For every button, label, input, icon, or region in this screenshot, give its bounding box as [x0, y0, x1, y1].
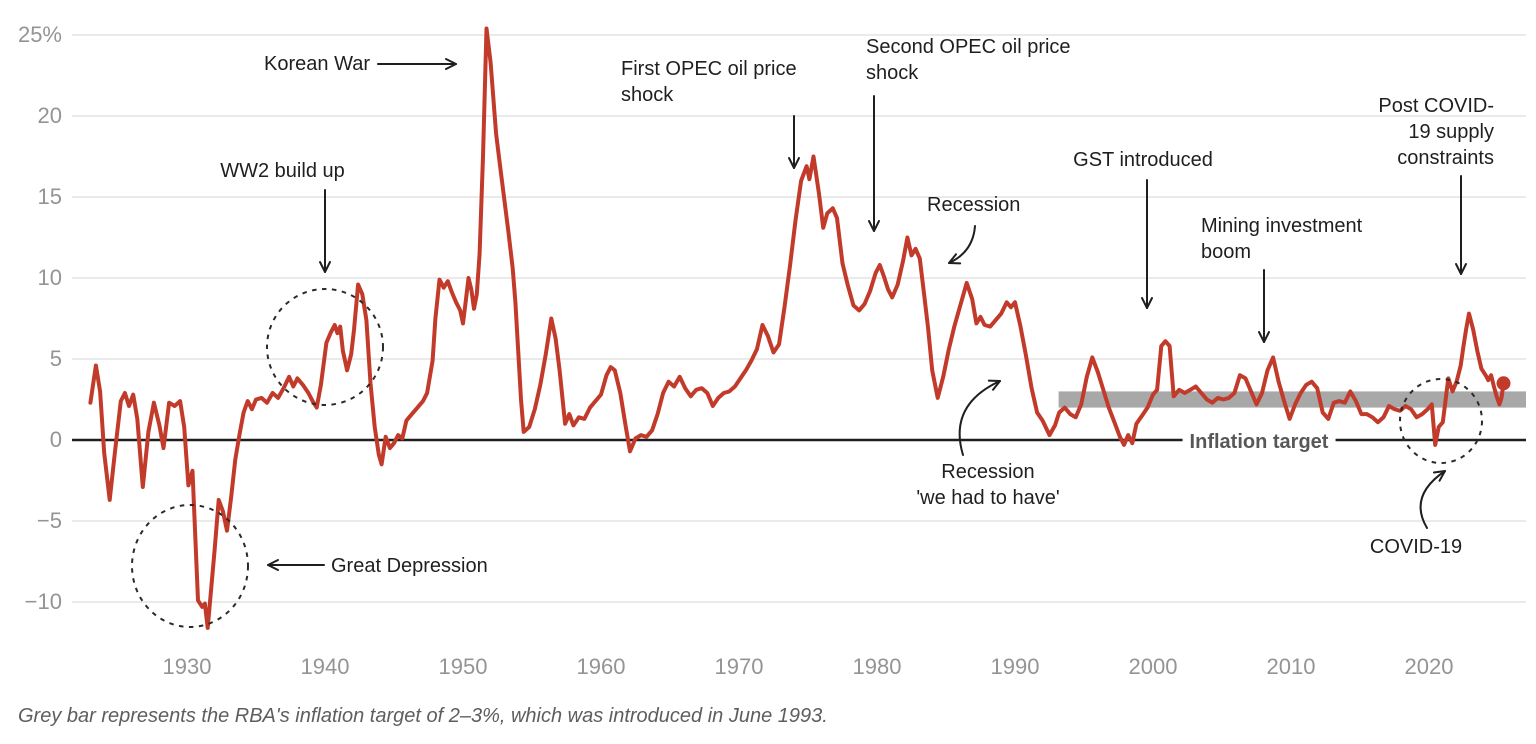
y-tick-label: 10 — [37, 265, 62, 290]
annotation-korean-war: Korean War — [264, 53, 370, 75]
x-tick-label: 2000 — [1128, 654, 1178, 679]
annotation-gst: GST introduced — [1073, 149, 1213, 171]
x-tick-label: 1990 — [990, 654, 1040, 679]
annotation-covid-19: COVID-19 — [1369, 536, 1463, 558]
inflation-target-band — [1058, 391, 1526, 408]
annotation-recession-1991: Recession 'we had to have' — [916, 461, 1060, 509]
x-tick-label: 1960 — [576, 654, 626, 679]
great-depression-circle — [131, 504, 249, 628]
y-tick-label: 20 — [37, 103, 62, 128]
y-tick-label: 15 — [37, 184, 62, 209]
annotation-post-covid: Post COVID- 19 supply constraints — [1378, 95, 1494, 169]
annotation-inflation-target: Inflation target — [1182, 429, 1336, 455]
annotation-great-depression: Great Depression — [331, 555, 488, 577]
annotation-recession-1982: Recession — [927, 194, 1021, 216]
recession-1982-arrow — [948, 225, 976, 265]
latest-value-dot — [1496, 376, 1511, 391]
x-tick-label: 1940 — [300, 654, 350, 679]
covid-circle — [1399, 378, 1483, 464]
x-tick-label: 1930 — [162, 654, 212, 679]
x-tick-label: 1950 — [438, 654, 488, 679]
annotation-second-opec: Second OPEC oil price shock — [866, 36, 1071, 84]
covid-19-arrow — [1419, 470, 1446, 529]
inflation-line — [88, 26, 1506, 630]
x-tick-label: 2020 — [1404, 654, 1454, 679]
x-tick-label: 1970 — [714, 654, 764, 679]
y-tick-label: −10 — [24, 589, 62, 614]
y-tick-label: 25% — [17, 22, 62, 47]
ww2-circle — [266, 288, 384, 406]
annotation-first-opec: First OPEC oil price shock — [621, 58, 797, 106]
chart-footnote: Grey bar represents the RBA's inflation … — [18, 705, 828, 727]
y-tick-label: 0 — [49, 427, 62, 452]
recession-1991-arrow — [958, 379, 1001, 456]
annotation-mining-boom: Mining investment boom — [1201, 215, 1363, 263]
y-tick-label: 5 — [49, 346, 62, 371]
x-tick-label: 2010 — [1266, 654, 1316, 679]
x-tick-label: 1980 — [852, 654, 902, 679]
y-tick-label: −5 — [36, 508, 62, 533]
annotation-ww2-build-up: WW2 build up — [220, 160, 345, 182]
